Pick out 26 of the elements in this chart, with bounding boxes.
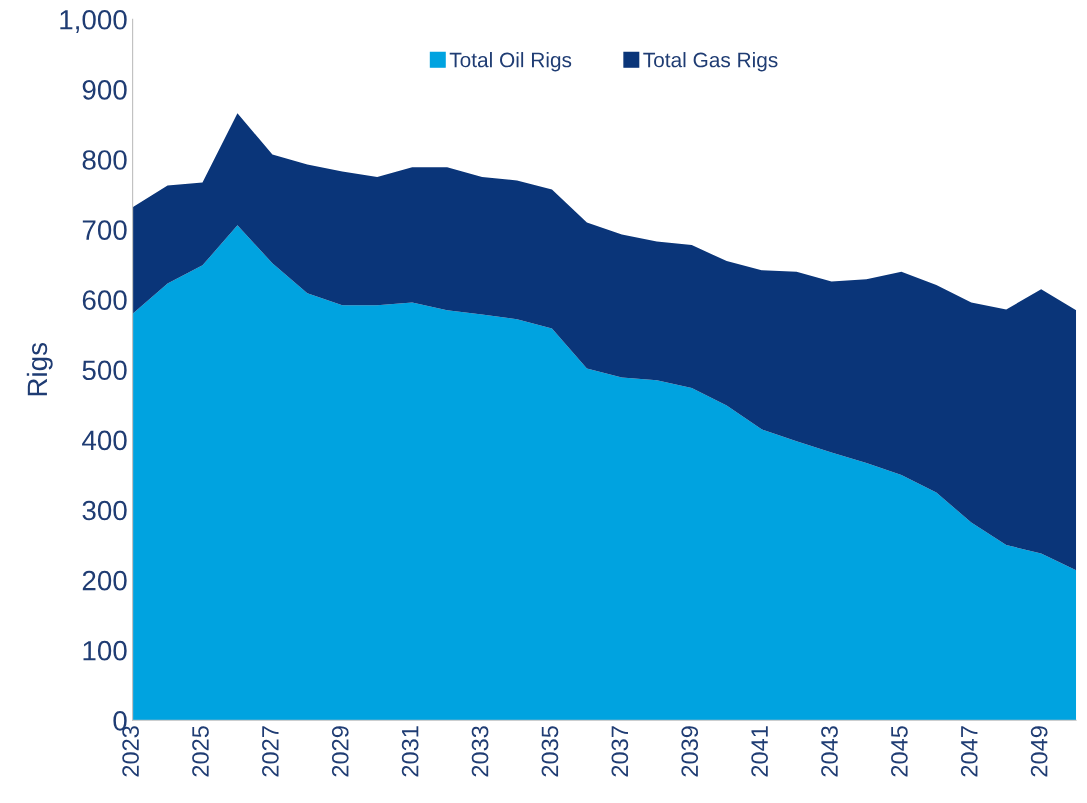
x-tick-label: 2035 bbox=[541, 726, 559, 777]
x-tick-label: 2033 bbox=[471, 726, 489, 777]
y-tick-label: 600 bbox=[82, 290, 127, 311]
y-tick-label: 1,000 bbox=[60, 9, 127, 33]
y-tick-label: 300 bbox=[82, 500, 127, 521]
legend-label: Total Gas Rigs bbox=[643, 52, 778, 72]
x-tick-label: 2025 bbox=[192, 726, 209, 777]
y-tick-label: 900 bbox=[82, 80, 127, 100]
x-tick-label: 2039 bbox=[681, 726, 699, 777]
y-tick-label: 200 bbox=[82, 570, 127, 591]
x-tick-label: 2047 bbox=[960, 726, 978, 777]
x-tick-label: 2027 bbox=[262, 726, 279, 777]
x-tick-label: 2043 bbox=[821, 726, 838, 777]
x-tick-label: 2029 bbox=[331, 726, 349, 777]
y-tick-label: 400 bbox=[82, 430, 127, 451]
x-tick-label: 2045 bbox=[891, 726, 908, 777]
y-tick-label: 100 bbox=[83, 640, 127, 661]
x-tick-label: 2049 bbox=[1030, 726, 1048, 777]
x-tick-label: 2031 bbox=[401, 726, 419, 777]
x-tick-label: 2037 bbox=[611, 726, 629, 777]
y-tick-label: 500 bbox=[82, 360, 127, 381]
x-tick-label: 2041 bbox=[751, 726, 768, 777]
y-tick-label: 800 bbox=[82, 150, 127, 170]
y-tick-label: 700 bbox=[82, 220, 127, 240]
y-axis-title: Rigs bbox=[26, 343, 53, 396]
legend-label: Total Oil Rigs bbox=[449, 52, 572, 72]
